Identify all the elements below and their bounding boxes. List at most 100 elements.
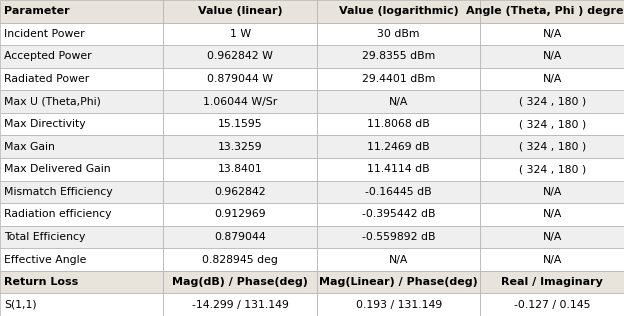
Text: N/A: N/A — [389, 97, 409, 106]
Text: 13.3259: 13.3259 — [218, 142, 263, 152]
Bar — [163, 180, 317, 203]
Text: N/A: N/A — [542, 74, 562, 84]
Bar — [0, 294, 163, 316]
Text: 11.2469 dB: 11.2469 dB — [368, 142, 430, 152]
Text: 0.193 / 131.149: 0.193 / 131.149 — [356, 300, 442, 310]
Bar — [480, 0, 624, 22]
Bar — [163, 294, 317, 316]
Bar — [317, 45, 480, 68]
Text: Total Efficiency: Total Efficiency — [4, 232, 85, 242]
Text: 29.4401 dBm: 29.4401 dBm — [362, 74, 436, 84]
Bar — [163, 158, 317, 180]
Text: N/A: N/A — [389, 255, 409, 264]
Bar — [480, 180, 624, 203]
Text: 1 W: 1 W — [230, 29, 251, 39]
Text: Angle (Theta, Phi ) degrees: Angle (Theta, Phi ) degrees — [466, 6, 624, 16]
Bar — [163, 203, 317, 226]
Text: N/A: N/A — [542, 52, 562, 61]
Text: 11.4114 dB: 11.4114 dB — [368, 164, 430, 174]
Text: Effective Angle: Effective Angle — [4, 255, 87, 264]
Bar — [163, 226, 317, 248]
Bar — [163, 22, 317, 45]
Bar — [0, 113, 163, 136]
Bar — [0, 68, 163, 90]
Bar — [480, 226, 624, 248]
Bar — [480, 68, 624, 90]
Text: -0.559892 dB: -0.559892 dB — [362, 232, 436, 242]
Bar — [0, 22, 163, 45]
Text: Real / Imaginary: Real / Imaginary — [501, 277, 603, 287]
Bar — [163, 0, 317, 22]
Bar — [317, 136, 480, 158]
Text: 0.962842 W: 0.962842 W — [207, 52, 273, 61]
Bar — [163, 68, 317, 90]
Text: N/A: N/A — [542, 255, 562, 264]
Text: -0.127 / 0.145: -0.127 / 0.145 — [514, 300, 590, 310]
Text: Max U (Theta,Phi): Max U (Theta,Phi) — [4, 97, 101, 106]
Text: 30 dBm: 30 dBm — [378, 29, 420, 39]
Text: S(1,1): S(1,1) — [4, 300, 37, 310]
Bar — [317, 113, 480, 136]
Bar — [480, 22, 624, 45]
Bar — [163, 113, 317, 136]
Text: 11.8068 dB: 11.8068 dB — [368, 119, 430, 129]
Text: ( 324 , 180 ): ( 324 , 180 ) — [519, 164, 586, 174]
Bar — [0, 203, 163, 226]
Text: N/A: N/A — [542, 210, 562, 219]
Text: Mag(Linear) / Phase(deg): Mag(Linear) / Phase(deg) — [319, 277, 478, 287]
Bar — [480, 113, 624, 136]
Text: -0.395442 dB: -0.395442 dB — [362, 210, 436, 219]
Text: N/A: N/A — [542, 29, 562, 39]
Bar — [480, 90, 624, 113]
Text: Accepted Power: Accepted Power — [4, 52, 92, 61]
Bar — [163, 136, 317, 158]
Bar — [480, 136, 624, 158]
Text: Radiation efficiency: Radiation efficiency — [4, 210, 112, 219]
Bar — [163, 90, 317, 113]
Text: 0.828945 deg: 0.828945 deg — [202, 255, 278, 264]
Text: Max Delivered Gain: Max Delivered Gain — [4, 164, 111, 174]
Text: 0.912969: 0.912969 — [215, 210, 266, 219]
Bar — [0, 180, 163, 203]
Text: N/A: N/A — [542, 187, 562, 197]
Text: Incident Power: Incident Power — [4, 29, 85, 39]
Text: N/A: N/A — [542, 232, 562, 242]
Bar — [163, 248, 317, 271]
Bar — [480, 203, 624, 226]
Bar — [0, 0, 163, 22]
Bar — [163, 45, 317, 68]
Bar — [317, 271, 480, 294]
Bar — [317, 203, 480, 226]
Bar — [317, 22, 480, 45]
Text: 0.962842: 0.962842 — [215, 187, 266, 197]
Text: 29.8355 dBm: 29.8355 dBm — [362, 52, 436, 61]
Text: Value (linear): Value (linear) — [198, 6, 283, 16]
Text: -0.16445 dB: -0.16445 dB — [366, 187, 432, 197]
Text: Mismatch Efficiency: Mismatch Efficiency — [4, 187, 113, 197]
Bar — [317, 226, 480, 248]
Text: ( 324 , 180 ): ( 324 , 180 ) — [519, 119, 586, 129]
Bar — [480, 271, 624, 294]
Bar — [317, 158, 480, 180]
Text: Value (logarithmic): Value (logarithmic) — [339, 6, 459, 16]
Bar — [480, 45, 624, 68]
Bar — [317, 0, 480, 22]
Text: Mag(dB) / Phase(deg): Mag(dB) / Phase(deg) — [172, 277, 308, 287]
Bar — [0, 158, 163, 180]
Text: 0.879044 W: 0.879044 W — [207, 74, 273, 84]
Bar — [0, 226, 163, 248]
Bar — [480, 158, 624, 180]
Bar — [317, 294, 480, 316]
Bar — [0, 45, 163, 68]
Bar — [0, 90, 163, 113]
Text: 1.06044 W/Sr: 1.06044 W/Sr — [203, 97, 277, 106]
Text: Max Directivity: Max Directivity — [4, 119, 86, 129]
Text: Radiated Power: Radiated Power — [4, 74, 90, 84]
Bar — [480, 294, 624, 316]
Text: Max Gain: Max Gain — [4, 142, 56, 152]
Text: ( 324 , 180 ): ( 324 , 180 ) — [519, 97, 586, 106]
Bar — [317, 68, 480, 90]
Text: -14.299 / 131.149: -14.299 / 131.149 — [192, 300, 289, 310]
Text: 15.1595: 15.1595 — [218, 119, 263, 129]
Text: 0.879044: 0.879044 — [215, 232, 266, 242]
